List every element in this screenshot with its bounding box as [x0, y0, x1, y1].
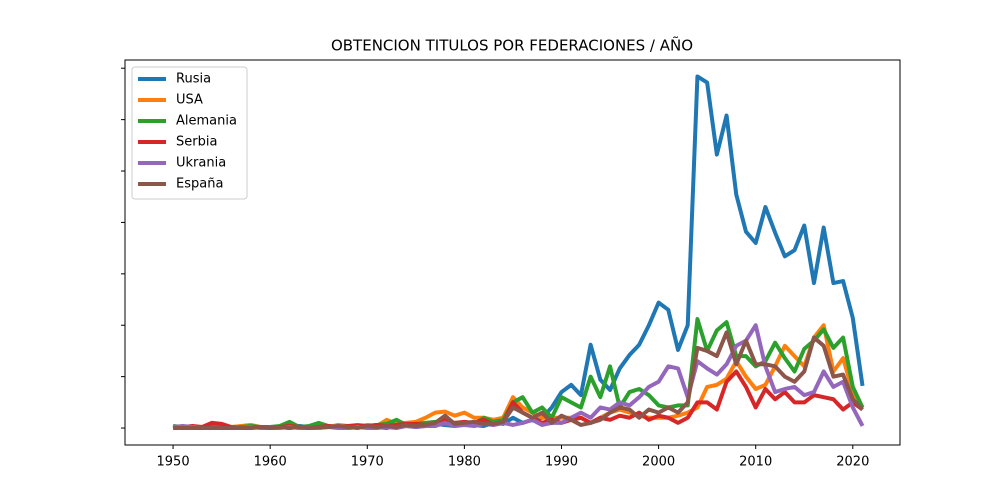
- plot-frame: [124, 59, 901, 446]
- legend-label: USA: [176, 93, 203, 108]
- x-tick-label: 2010: [739, 455, 772, 470]
- legend-label: Rusia: [176, 72, 211, 87]
- x-tick-label: 1980: [448, 455, 481, 470]
- line: [172, 74, 865, 431]
- legend-label: Ukrania: [176, 156, 226, 171]
- x-tick-label: 2000: [642, 455, 675, 470]
- line: [173, 330, 864, 431]
- plot-lines: [172, 74, 865, 431]
- x-tick-label: 1950: [157, 455, 190, 470]
- chart-title: OBTENCION TITULOS POR FEDERACIONES / AÑO: [331, 36, 693, 55]
- legend: Rusia USA Alemania Serbia Ukrania España: [131, 66, 248, 200]
- x-tick-label: 1960: [254, 455, 287, 470]
- legend-label: Alemania: [176, 114, 237, 129]
- x-tick-label: 2020: [836, 455, 869, 470]
- legend-label: España: [176, 177, 223, 192]
- x-tick-label: 1970: [351, 455, 384, 470]
- x-tick-label: 1990: [545, 455, 578, 470]
- legend-label: Serbia: [176, 135, 217, 150]
- line: [172, 323, 865, 431]
- line: [172, 317, 865, 431]
